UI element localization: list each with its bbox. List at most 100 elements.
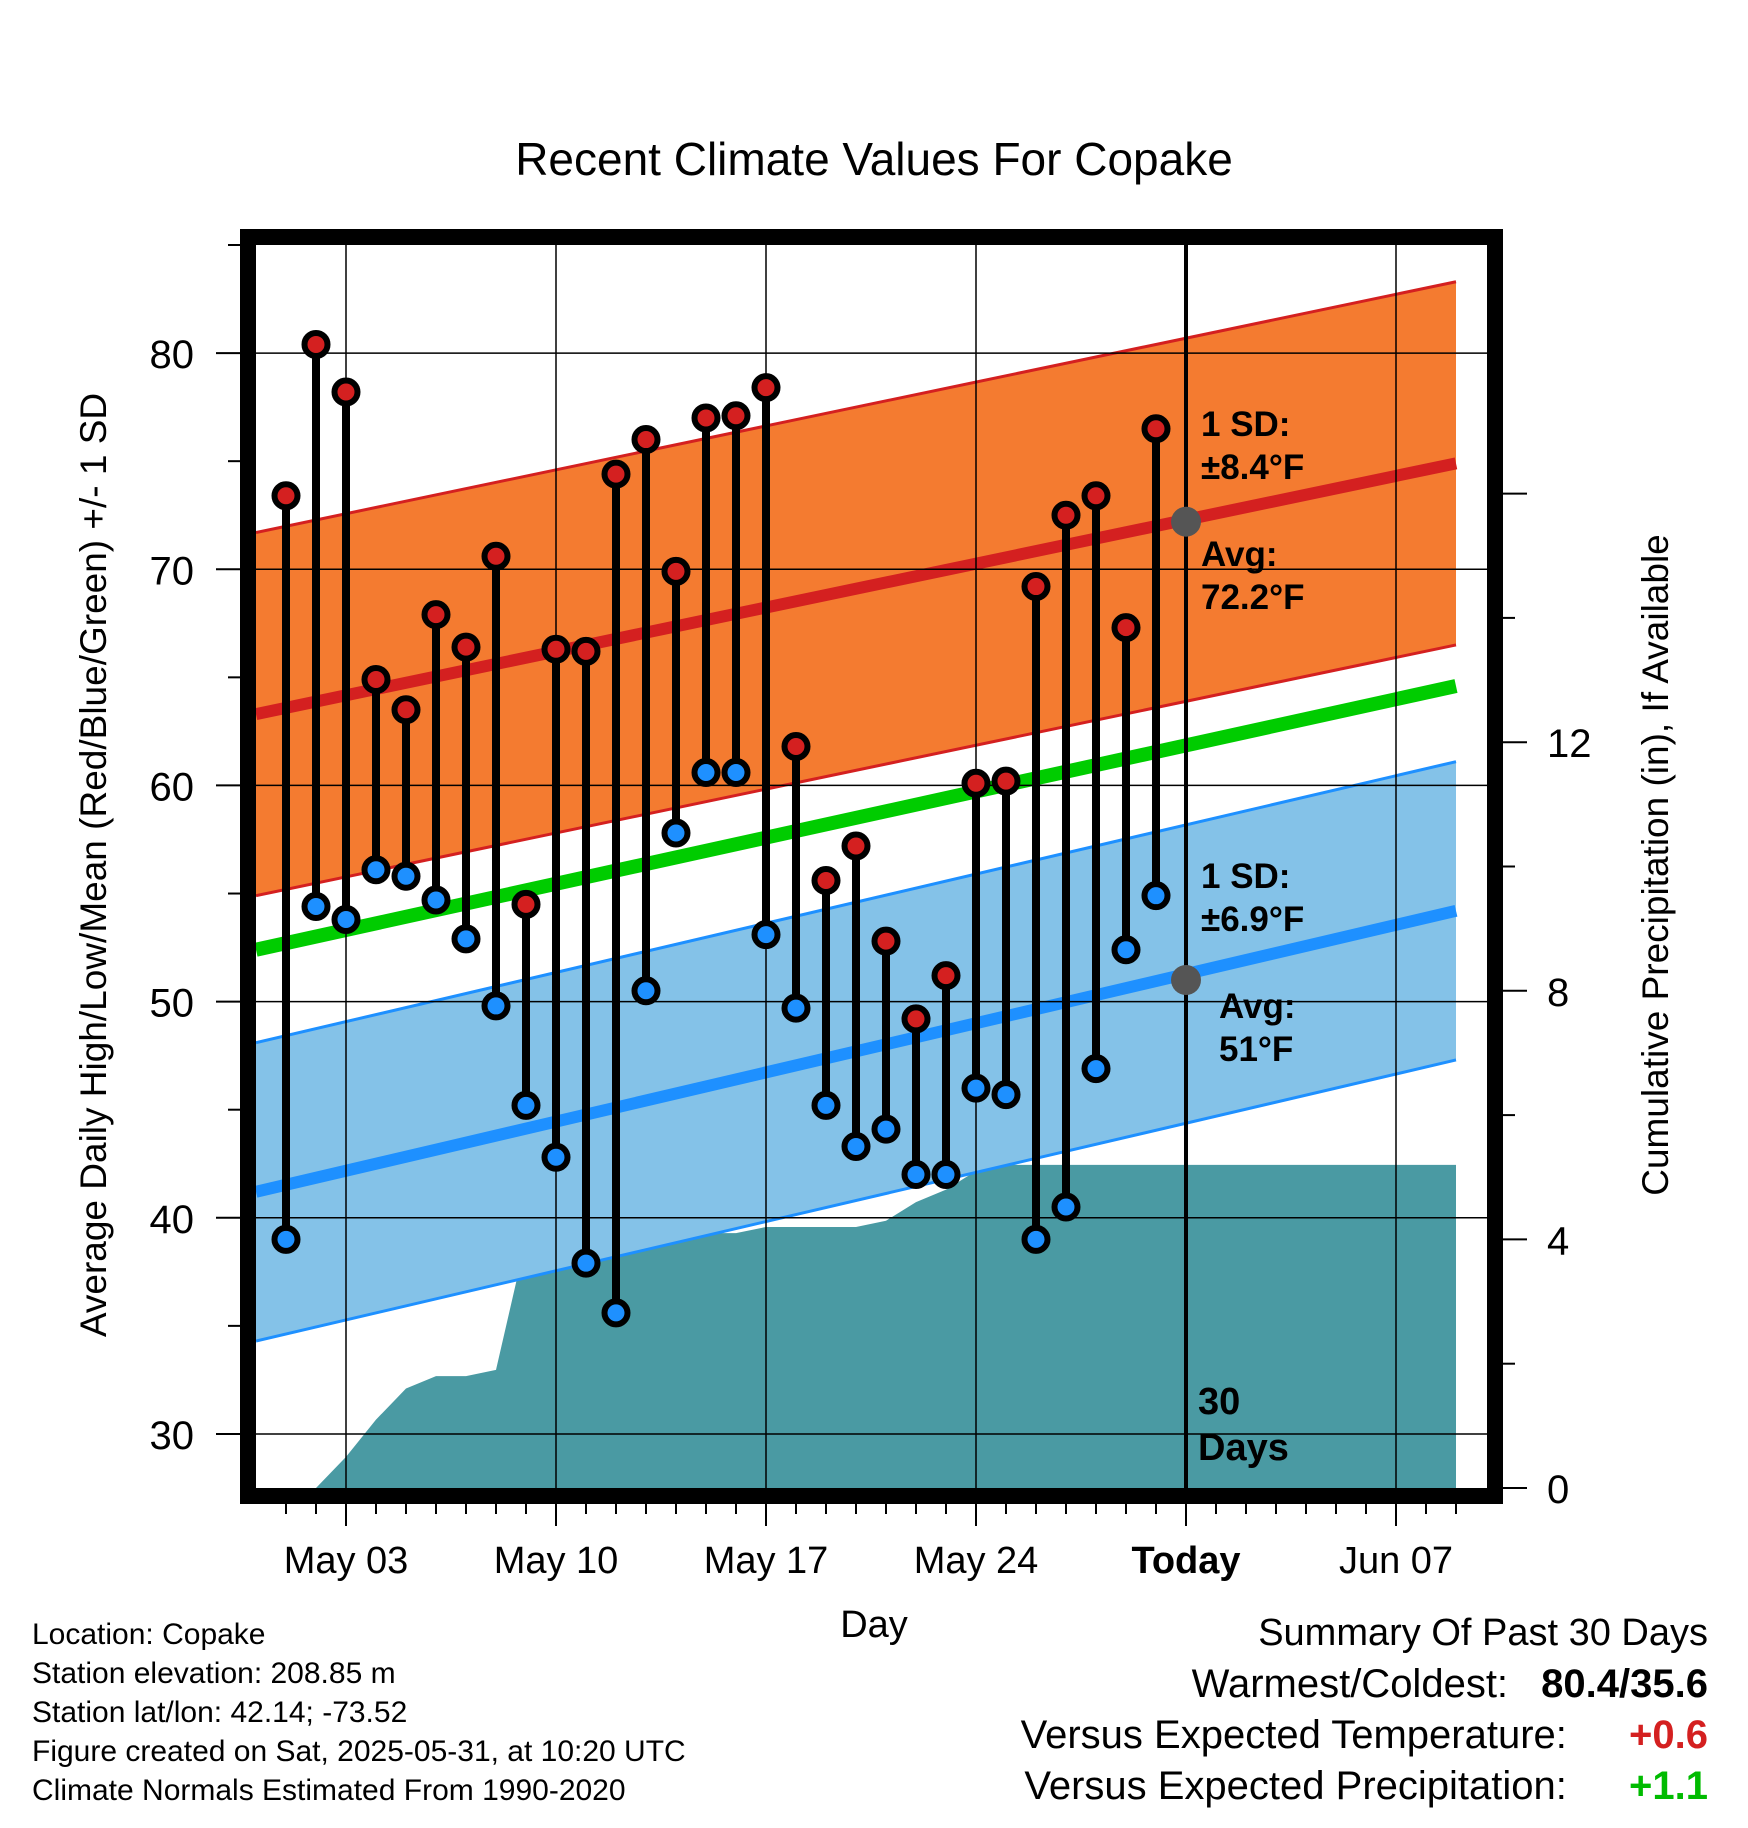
daily-low-point	[721, 757, 751, 787]
daily-high-point	[811, 866, 841, 896]
daily-high-point	[481, 541, 511, 571]
daily-high-point	[841, 831, 871, 861]
x-tick-label: Today	[1131, 1540, 1240, 1582]
daily-low-point	[301, 891, 331, 921]
daily-low-point	[631, 976, 661, 1006]
daily-low-point	[451, 924, 481, 954]
low-sd-value: ±6.9°F	[1201, 900, 1304, 939]
daily-high-point	[991, 766, 1021, 796]
daily-low-point	[961, 1073, 991, 1103]
daily-high-point	[301, 329, 331, 359]
station-info: Location: Copake Station elevation: 208.…	[32, 1615, 686, 1810]
low-avg-label: Avg:	[1219, 987, 1295, 1026]
y2-axis-label: Cumulative Precipitation (in), If Availa…	[1635, 534, 1676, 1196]
daily-low-point	[931, 1160, 961, 1190]
daily-high-point	[721, 401, 751, 431]
daily-high-point	[331, 377, 361, 407]
normal-high-band-lower-edge	[256, 643, 1457, 898]
daily-low-point	[781, 993, 811, 1023]
elevation-text: Station elevation: 208.85 m	[32, 1657, 396, 1690]
x-axis-label: Day	[840, 1604, 908, 1646]
daily-low-point	[901, 1160, 931, 1190]
daily-low-point	[511, 1090, 541, 1120]
daily-high-point	[1021, 572, 1051, 602]
normal-mean-line	[256, 679, 1458, 957]
normal-low-band-lower-edge	[256, 1058, 1457, 1343]
daily-low-point	[481, 991, 511, 1021]
summary-title: Summary Of Past 30 Days	[1258, 1612, 1708, 1654]
today-window-label: 30	[1198, 1381, 1240, 1423]
daily-low-point	[601, 1298, 631, 1328]
avg-low-marker	[1171, 964, 1201, 995]
daily-high-point	[541, 634, 571, 664]
daily-high-point	[511, 889, 541, 919]
daily-high-point	[751, 373, 781, 403]
daily-low-point	[1051, 1192, 1081, 1222]
x-tick-label: May 17	[704, 1540, 829, 1582]
plot-frame	[240, 229, 1503, 1504]
created-text: Figure created on Sat, 2025-05-31, at 10…	[32, 1735, 686, 1768]
daily-high-point	[1111, 613, 1141, 643]
normal-high-line	[256, 457, 1458, 720]
normals-text: Climate Normals Estimated From 1990-2020	[32, 1774, 626, 1807]
temp-row: Versus Expected Temperature: +0.6	[1021, 1710, 1708, 1761]
daily-high-point	[901, 1004, 931, 1034]
high-avg-label: Avg:	[1201, 535, 1277, 574]
latlon-text: Station lat/lon: 42.14; -73.52	[32, 1696, 408, 1729]
daily-low-point	[811, 1090, 841, 1120]
daily-high-point	[361, 665, 391, 695]
daily-high-point	[931, 961, 961, 991]
high-sd-value: ±8.4°F	[1201, 448, 1304, 487]
daily-low-point	[751, 920, 781, 950]
daily-high-point	[691, 403, 721, 433]
y-axis-label: Average Daily High/Low/Mean (Red/Blue/Gr…	[73, 393, 114, 1337]
warmest-value: 80.4/35.6	[1541, 1662, 1708, 1706]
x-tick-label: May 03	[284, 1540, 409, 1582]
y-tick-label: 70	[150, 549, 195, 593]
daily-low-point	[1111, 935, 1141, 965]
plot-area: 1 SD: ±8.4°F Avg: 72.2°F 1 SD: ±6.9°F Avg: 51°F…	[150, 229, 1592, 1582]
precip-label: Versus Expected Precipitation:	[1024, 1764, 1567, 1808]
daily-low-point	[871, 1114, 901, 1144]
y2-tick-label: 0	[1547, 1468, 1569, 1512]
avg-high-marker	[1171, 506, 1201, 537]
daily-high-point	[781, 732, 811, 762]
high-sd-label: 1 SD:	[1201, 405, 1290, 444]
daily-high-point	[631, 425, 661, 455]
daily-low-point	[661, 818, 691, 848]
precip-row: Versus Expected Precipitation: +1.1	[1021, 1761, 1708, 1812]
summary-panel: Summary Of Past 30 Days Warmest/Coldest:…	[1021, 1608, 1708, 1812]
daily-low-point	[571, 1248, 601, 1278]
y-tick-label: 50	[150, 982, 195, 1026]
daily-low-point	[991, 1080, 1021, 1110]
y-tick-label: 80	[150, 333, 195, 377]
daily-low-point	[691, 757, 721, 787]
daily-high-point	[871, 926, 901, 956]
plot-inner	[256, 245, 1487, 1488]
daily-low-point	[391, 861, 421, 891]
daily-low-point	[271, 1224, 301, 1254]
daily-high-point	[391, 695, 421, 725]
high-avg-value: 72.2°F	[1201, 578, 1305, 617]
daily-low-point	[1141, 881, 1171, 911]
y2-tick-label: 12	[1547, 722, 1592, 766]
daily-high-point	[661, 556, 691, 586]
x-tick-label: May 24	[914, 1540, 1039, 1582]
daily-high-point	[451, 632, 481, 662]
daily-high-point	[271, 481, 301, 511]
normal-high-band-upper-edge	[256, 280, 1457, 534]
daily-low-point	[1021, 1224, 1051, 1254]
daily-high-point	[601, 459, 631, 489]
temp-value: +0.6	[1629, 1713, 1708, 1757]
today-window-label-days: Days	[1198, 1427, 1289, 1469]
chart-title: Recent Climate Values For Copake	[515, 133, 1233, 185]
daily-high-point	[1051, 500, 1081, 530]
x-tick-label: May 10	[494, 1540, 619, 1582]
x-tick-label: Jun 07	[1339, 1540, 1453, 1582]
daily-low-point	[1081, 1054, 1111, 1084]
y-tick-label: 30	[150, 1414, 195, 1458]
low-avg-value: 51°F	[1219, 1030, 1293, 1069]
daily-low-point	[541, 1142, 571, 1172]
warmest-label: Warmest/Coldest:	[1191, 1662, 1509, 1706]
temp-label: Versus Expected Temperature:	[1020, 1713, 1567, 1757]
